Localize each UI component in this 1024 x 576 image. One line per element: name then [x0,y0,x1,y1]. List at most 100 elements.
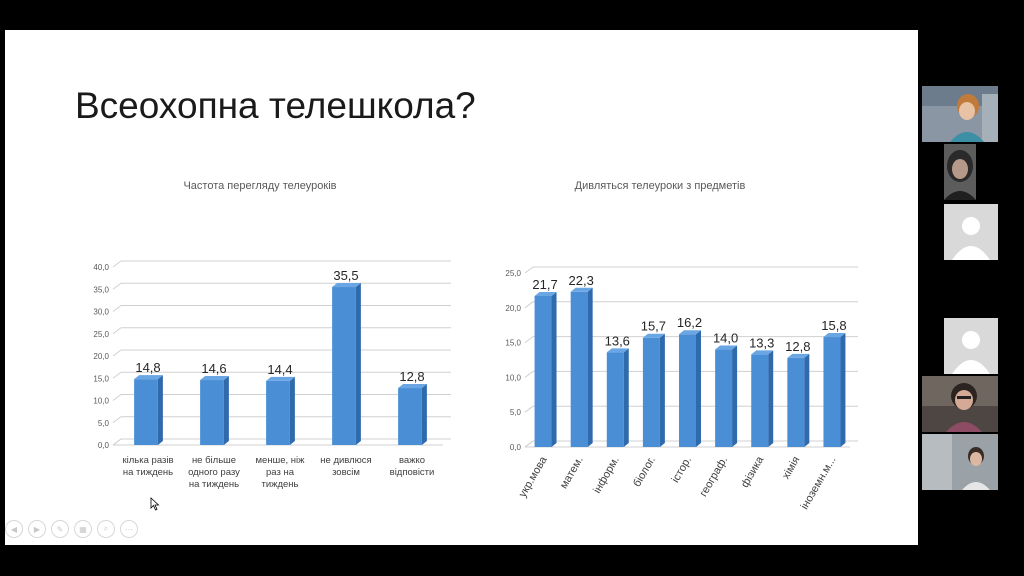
x-category-label: біолог. [631,455,658,490]
bar [266,376,295,445]
subjects-chart: Дивляться телеуроки з предметів 0,0 5,0 10,… [480,175,870,525]
x-category-label: істор. [670,455,694,485]
y-tick-label: 35,0 [93,285,109,294]
gridline [524,266,534,274]
x-category-label: раз на [266,467,295,478]
data-label: 15,7 [641,319,666,334]
x-category-label: відповісти [390,467,435,478]
data-label: 15,8 [821,318,846,333]
gridline [112,371,122,379]
x-category-label: тиждень [261,479,298,490]
slide-toolbar: ◀ ▶ ✎ ▦ ⌕ ⋯ [5,520,138,538]
more-options-button[interactable]: ⋯ [120,520,138,538]
data-label: 16,2 [677,315,702,330]
y-tick-label: 30,0 [93,308,109,317]
data-label: 14,4 [267,362,292,377]
participant-video-6[interactable] [922,434,998,490]
bar [642,333,665,447]
gridline [112,349,122,357]
bar [570,287,593,447]
gridline [524,440,534,448]
y-tick-label: 15,0 [505,339,521,348]
participant-video-2[interactable] [922,144,998,200]
gridline [524,336,534,344]
x-category-label: не дивлюся [320,455,371,466]
x-category-label: фізика [739,454,767,490]
data-label: 21,7 [532,277,557,292]
bar [200,376,229,445]
data-label: 14,6 [201,361,226,376]
gridline [112,305,122,312]
prev-slide-button[interactable]: ◀ [5,520,23,538]
slide-title: Всеохопна телешкола? [75,85,476,126]
y-tick-label: 10,0 [505,373,521,382]
data-label: 35,5 [333,268,358,283]
x-category-label: не більше [192,455,236,466]
gridline [524,405,534,413]
y-tick-label: 25,0 [93,330,109,339]
bar [606,348,629,447]
x-category-label: інформ. [591,455,622,496]
y-tick-label: 20,0 [93,352,109,361]
x-category-label: укр.мова [517,454,550,500]
participant-video-1[interactable] [922,86,998,142]
gridline [112,438,122,446]
participant-placeholder-4[interactable] [922,318,998,374]
bar [679,330,701,447]
chart-title: Частота перегляду телеуроків [183,180,336,192]
gridline [112,327,122,335]
zoom-button[interactable]: ⌕ [97,520,115,538]
gridline [112,282,122,290]
y-tick-label: 0,0 [98,441,110,450]
x-category-label: менше, ніж [256,455,306,466]
gridline [524,301,534,309]
y-tick-label: 10,0 [93,397,109,406]
bar [787,353,810,447]
pen-tool-button[interactable]: ✎ [51,520,69,538]
participant-placeholder-3[interactable] [922,204,998,260]
y-tick-label: 0,0 [510,443,522,452]
x-category-label: зовсім [332,467,360,478]
bar [134,375,163,445]
data-label: 12,8 [785,339,810,354]
x-category-label: важко [399,455,425,466]
mouse-cursor-icon [150,497,160,516]
gridline [112,260,122,268]
gridline [112,394,122,401]
bar [534,291,557,447]
x-category-label: на тиждень [123,467,173,478]
bar [823,333,846,447]
y-tick-label: 5,0 [510,408,522,417]
y-tick-label: 25,0 [505,269,521,278]
bar [751,350,774,447]
x-category-label: географ. [698,455,731,499]
presentation-slide: Всеохопна телешкола? Частота перегляду т… [5,30,918,545]
x-category-label: на тиждень [189,479,239,490]
data-label: 13,6 [605,333,630,348]
user-avatar-icon [952,331,990,374]
gridline [112,416,122,424]
data-label: 12,8 [399,369,424,384]
y-tick-label: 15,0 [93,374,109,383]
x-category-label: одного разу [188,467,240,478]
data-label: 14,8 [135,360,160,375]
user-avatar-icon [952,217,990,260]
y-tick-label: 40,0 [93,263,109,272]
chart-title: Дивляться телеуроки з предметів [575,180,746,192]
viewing-frequency-chart: Частота перегляду телеуроків 0,0 5,0 10,0 15… [75,175,455,515]
data-label: 22,3 [569,273,594,288]
y-tick-label: 5,0 [98,419,110,428]
gridline [524,370,534,378]
x-category-label: хімія [780,454,802,481]
slides-overview-button[interactable]: ▦ [74,520,92,538]
x-category-label: матем. [558,455,586,491]
next-slide-button[interactable]: ▶ [28,520,46,538]
data-label: 13,3 [749,335,774,350]
bar [332,283,361,445]
participant-video-5[interactable] [922,376,998,432]
y-tick-label: 20,0 [505,304,521,313]
x-category-label: іноземн.м... [799,455,839,512]
bar [398,384,427,445]
data-label: 14,0 [713,331,738,346]
bar [715,345,738,447]
